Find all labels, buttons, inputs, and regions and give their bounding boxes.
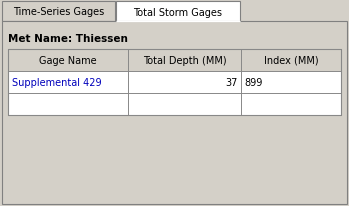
Bar (116, 2, 240, 24)
Text: Index (MM): Index (MM) (264, 56, 318, 66)
Text: Supplemental 429: Supplemental 429 (12, 78, 102, 88)
Text: Total Depth (MM): Total Depth (MM) (143, 56, 226, 66)
Bar (2, 22, 347, 204)
Bar (8, 94, 341, 115)
Text: 899: 899 (244, 78, 262, 88)
Bar (8, 50, 341, 72)
Text: Time-Series Gages: Time-Series Gages (13, 7, 104, 17)
Text: 37: 37 (225, 78, 238, 88)
Text: Total Storm Gages: Total Storm Gages (134, 8, 223, 18)
Text: Met Name: Thiessen: Met Name: Thiessen (8, 34, 128, 44)
Text: Gage Name: Gage Name (39, 56, 97, 66)
Bar (8, 72, 341, 94)
Bar (2, 2, 115, 22)
Bar (8, 50, 341, 115)
